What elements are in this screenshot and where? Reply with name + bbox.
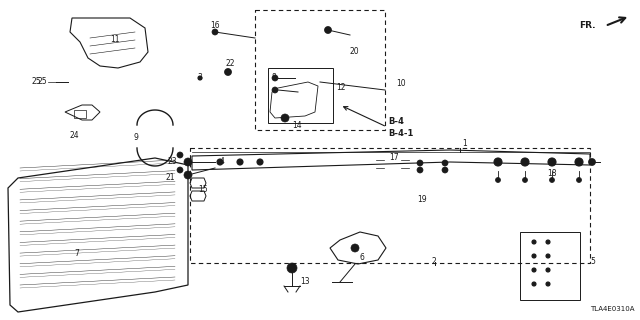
Circle shape xyxy=(257,159,263,165)
Circle shape xyxy=(546,240,550,244)
Text: 6: 6 xyxy=(360,253,365,262)
Circle shape xyxy=(287,263,297,273)
Circle shape xyxy=(184,158,192,166)
Text: 9: 9 xyxy=(134,133,139,142)
Circle shape xyxy=(546,282,550,286)
Text: 18: 18 xyxy=(547,169,557,178)
Circle shape xyxy=(550,178,554,182)
Circle shape xyxy=(575,158,583,166)
Text: 1: 1 xyxy=(462,140,467,148)
Circle shape xyxy=(546,268,550,272)
Circle shape xyxy=(237,159,243,165)
Circle shape xyxy=(532,268,536,272)
Text: 17: 17 xyxy=(389,154,399,163)
Text: FR.: FR. xyxy=(579,21,596,30)
Text: 7: 7 xyxy=(74,250,79,259)
Circle shape xyxy=(225,68,232,76)
Text: 15: 15 xyxy=(198,186,207,195)
Text: 16: 16 xyxy=(210,21,220,30)
Text: 25: 25 xyxy=(38,77,47,86)
Circle shape xyxy=(521,158,529,166)
Text: 10: 10 xyxy=(396,79,406,89)
Circle shape xyxy=(548,158,556,166)
Circle shape xyxy=(442,160,448,166)
Circle shape xyxy=(272,75,278,81)
Circle shape xyxy=(532,240,536,244)
Circle shape xyxy=(577,178,582,182)
Bar xyxy=(268,68,333,123)
Circle shape xyxy=(532,282,536,286)
Text: 2: 2 xyxy=(432,258,436,267)
Text: 3: 3 xyxy=(197,74,202,83)
Circle shape xyxy=(522,178,527,182)
Circle shape xyxy=(589,158,595,165)
Circle shape xyxy=(272,87,278,93)
Circle shape xyxy=(351,244,359,252)
Text: 14: 14 xyxy=(292,122,301,131)
Text: 12: 12 xyxy=(336,84,346,92)
Circle shape xyxy=(495,178,500,182)
Text: 4: 4 xyxy=(220,157,225,166)
Circle shape xyxy=(217,159,223,165)
Text: 20: 20 xyxy=(349,47,358,57)
Circle shape xyxy=(324,27,332,34)
Circle shape xyxy=(177,167,183,173)
Circle shape xyxy=(177,152,183,158)
Circle shape xyxy=(442,167,448,173)
Text: B-4-1: B-4-1 xyxy=(388,130,413,139)
Text: 24: 24 xyxy=(70,132,79,140)
Circle shape xyxy=(212,29,218,35)
Circle shape xyxy=(546,254,550,258)
Text: 21: 21 xyxy=(166,173,175,182)
Bar xyxy=(190,148,590,263)
Circle shape xyxy=(184,171,192,179)
Circle shape xyxy=(281,114,289,122)
Text: B-4: B-4 xyxy=(388,117,404,126)
Text: TLA4E0310A: TLA4E0310A xyxy=(591,306,635,312)
Text: 19: 19 xyxy=(417,196,427,204)
Text: 5: 5 xyxy=(590,258,595,267)
Text: 22: 22 xyxy=(226,60,236,68)
Circle shape xyxy=(417,160,423,166)
Circle shape xyxy=(494,158,502,166)
Circle shape xyxy=(198,76,202,80)
Text: 25: 25 xyxy=(32,77,42,86)
Bar xyxy=(255,10,385,130)
Text: 13: 13 xyxy=(300,277,310,286)
Circle shape xyxy=(532,254,536,258)
Text: 11: 11 xyxy=(110,35,120,44)
Text: 8: 8 xyxy=(272,73,276,82)
Text: 23: 23 xyxy=(167,157,177,166)
Bar xyxy=(520,232,580,300)
Circle shape xyxy=(417,167,423,173)
